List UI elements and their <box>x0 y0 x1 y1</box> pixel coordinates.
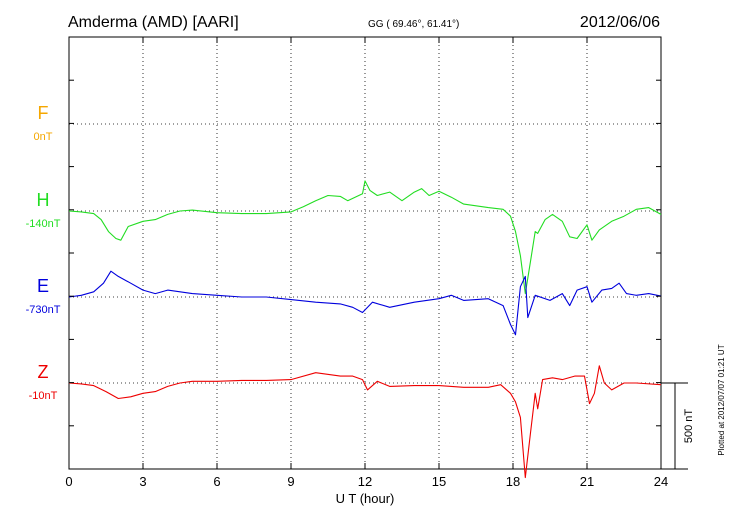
component-baseline-e: -730nT <box>26 304 61 316</box>
date-label: 2012/06/06 <box>580 14 660 31</box>
x-tick-label: 6 <box>213 474 220 489</box>
trace-z <box>68 365 662 479</box>
component-name-f: F <box>38 103 49 123</box>
x-tick-label: 18 <box>506 474 520 489</box>
component-baseline-h: -140nT <box>26 218 61 230</box>
component-baseline-z: -10nT <box>29 390 58 402</box>
station-title: Amderma (AMD) [AARI] <box>68 14 239 31</box>
x-tick-label: 9 <box>287 474 294 489</box>
component-name-e: E <box>37 276 49 296</box>
scale-bar-label: 500 nT <box>683 409 695 444</box>
x-tick-label: 21 <box>580 474 594 489</box>
x-tick-label: 0 <box>65 474 72 489</box>
scale-bar: 500 nT <box>661 382 695 470</box>
component-name-z: Z <box>38 362 49 382</box>
traces <box>68 180 662 479</box>
x-tick-label: 15 <box>432 474 446 489</box>
trace-h <box>68 180 662 295</box>
x-tick-label: 3 <box>139 474 146 489</box>
component-name-h: H <box>37 190 50 210</box>
plotted-timestamp: Plotted at 2012/07/07 01:21 UT <box>717 344 726 455</box>
x-axis-ticks: 0 3 6 9 12 15 18 21 24 <box>65 36 668 489</box>
coordinates-label: GG ( 69.46°, 61.41°) <box>368 19 459 30</box>
component-baseline-f: 0nT <box>34 131 53 143</box>
trace-e <box>68 270 662 336</box>
x-axis-label: U T (hour) <box>336 491 395 506</box>
grid <box>69 37 661 469</box>
x-tick-label: 24 <box>654 474 668 489</box>
component-labels: F 0nT H -140nT E -730nT Z -10nT <box>26 103 61 402</box>
x-tick-label: 12 <box>358 474 372 489</box>
